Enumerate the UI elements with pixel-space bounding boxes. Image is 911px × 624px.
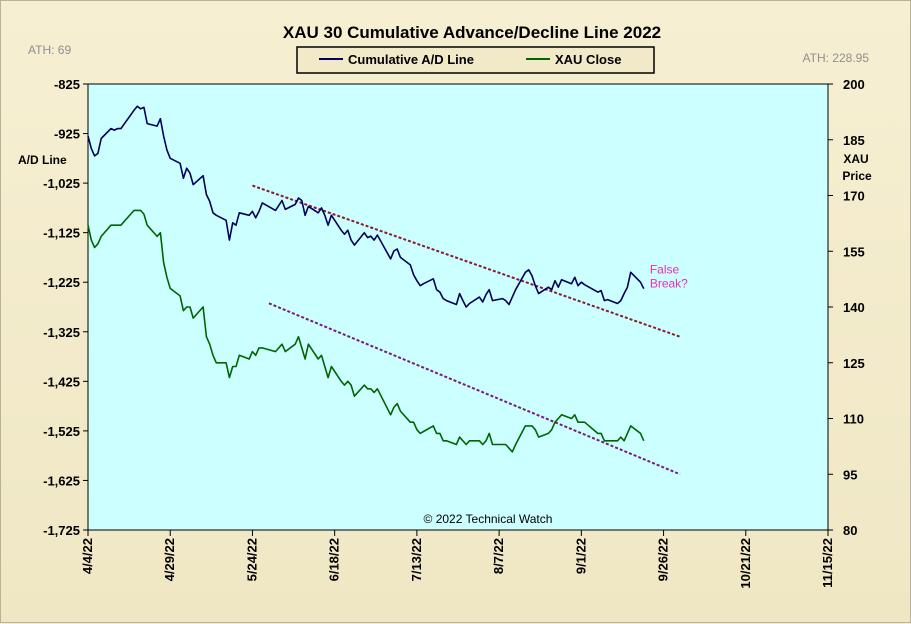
x-tick-label: 11/15/22 <box>820 538 835 588</box>
x-tick-label: 4/4/22 <box>80 538 95 574</box>
ath-left-label: ATH: 69 <box>28 43 71 57</box>
right-axis-title-line2: Price <box>842 169 872 183</box>
right-tick-label: 95 <box>843 467 857 482</box>
left-tick-label: -1,625 <box>43 473 80 488</box>
trendline <box>252 184 681 338</box>
legend-box <box>296 46 655 74</box>
x-tick-label: 10/21/22 <box>738 538 753 589</box>
x-axis-ticks: 4/4/22 4/29/22 5/24/22 6/18/22 7/13/22 8/7/22… <box>80 530 835 589</box>
left-tick-label: -1,725 <box>43 523 80 538</box>
x-tick-label: 8/7/22 <box>491 538 506 574</box>
left-tick-label: -1,525 <box>43 424 80 439</box>
copyright-note: © 2022 Technical Watch <box>424 512 553 526</box>
left-tick-label: -1,325 <box>43 325 80 340</box>
annotation-false: False <box>650 263 680 277</box>
left-tick-label: -1,225 <box>43 275 80 290</box>
legend: Cumulative A/D Line XAU Close <box>296 46 655 74</box>
x-tick-label: 4/29/22 <box>162 538 177 581</box>
right-tick-label: 155 <box>843 244 865 259</box>
x-tick-label: 9/26/22 <box>656 538 671 581</box>
right-tick-label: 110 <box>843 412 864 427</box>
left-tick-label: -1,425 <box>43 374 80 389</box>
right-tick-label: 170 <box>843 189 865 204</box>
left-axis-title: A/D Line <box>18 153 67 167</box>
legend-label-ad-line: Cumulative A/D Line <box>348 52 474 67</box>
x-tick-label: 9/1/22 <box>573 538 588 574</box>
xau-close-series <box>87 209 645 453</box>
chart-title: XAU 30 Cumulative Advance/Decline Line 2… <box>283 23 661 42</box>
left-axis-ticks: -825 -925 -1,025 -1,125 -1,225 -1,325 -1,425 -1… <box>43 77 88 538</box>
trendlines <box>252 184 681 476</box>
right-tick-label: 185 <box>843 133 865 148</box>
ath-right-label: ATH: 228.95 <box>803 51 870 65</box>
trendline <box>268 302 681 476</box>
right-tick-label: 80 <box>843 523 857 538</box>
right-tick-label: 200 <box>843 77 865 92</box>
left-tick-label: -825 <box>54 77 80 92</box>
right-axis-ticks: 200 185 170 155 140 125 110 95 80 <box>828 77 865 538</box>
right-axis-title-line1: XAU <box>843 152 868 166</box>
left-tick-label: -1,125 <box>43 226 80 241</box>
plot-area <box>87 83 829 531</box>
right-tick-label: 125 <box>843 356 865 371</box>
ad-line-series <box>87 105 645 308</box>
legend-label-xau: XAU Close <box>555 52 621 67</box>
right-tick-label: 140 <box>843 300 865 315</box>
annotation-break: Break? <box>650 277 688 291</box>
x-tick-label: 7/13/22 <box>409 538 424 581</box>
left-tick-label: -1,025 <box>43 176 80 191</box>
series-lines <box>87 105 645 453</box>
x-tick-label: 6/18/22 <box>327 538 342 581</box>
x-tick-label: 5/24/22 <box>244 538 259 581</box>
left-tick-label: -925 <box>54 127 80 142</box>
